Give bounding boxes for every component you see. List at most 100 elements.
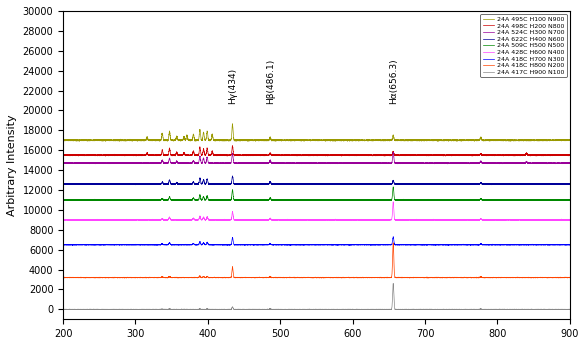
24A 509C H500 N500 <box>125 199 132 203</box>
24A 524C H300 N700 <box>444 162 451 166</box>
24A 417C H900 N100 <box>251 307 258 311</box>
24A 509C H500 N500 <box>566 198 573 202</box>
24A 418C H800 N200 <box>140 275 147 280</box>
24A 509C H500 N500 <box>60 198 67 202</box>
Line: 24A 622C H400 N600: 24A 622C H400 N600 <box>63 176 570 185</box>
Line: 24A 524C H300 N700: 24A 524C H300 N700 <box>63 152 570 164</box>
24A 498C H200 N800 <box>174 152 181 156</box>
24A 418C H700 N300 <box>60 243 67 247</box>
24A 524C H300 N700 <box>251 161 258 165</box>
24A 495C H100 N900 <box>60 138 67 142</box>
24A 418C H800 N200 <box>390 241 397 245</box>
Legend: 24A 495C H100 N900, 24A 498C H200 N800, 24A 524C H300 N700, 24A 622C H400 N600, : 24A 495C H100 N900, 24A 498C H200 N800, … <box>481 14 567 78</box>
24A 428C H600 N400 <box>390 200 397 204</box>
24A 495C H100 N900 <box>251 138 258 143</box>
24A 524C H300 N700 <box>390 150 397 154</box>
Line: 24A 498C H200 N800: 24A 498C H200 N800 <box>63 146 570 156</box>
24A 495C H100 N900 <box>517 138 524 142</box>
24A 622C H400 N600 <box>566 182 573 186</box>
24A 418C H800 N200 <box>251 275 258 280</box>
24A 495C H100 N900 <box>140 138 147 142</box>
24A 495C H100 N900 <box>566 138 573 143</box>
24A 428C H600 N400 <box>178 218 185 222</box>
24A 417C H900 N100 <box>517 307 524 311</box>
24A 622C H400 N600 <box>60 182 67 186</box>
24A 418C H700 N300 <box>517 243 524 247</box>
24A 428C H600 N400 <box>566 218 573 222</box>
24A 622C H400 N600 <box>251 182 258 186</box>
24A 498C H200 N800 <box>229 144 236 148</box>
24A 498C H200 N800 <box>60 153 67 157</box>
Line: 24A 509C H500 N500: 24A 509C H500 N500 <box>63 187 570 201</box>
24A 498C H200 N800 <box>140 153 147 157</box>
24A 622C H400 N600 <box>517 182 524 186</box>
24A 418C H700 N300 <box>175 243 182 247</box>
24A 509C H500 N500 <box>390 185 397 189</box>
24A 509C H500 N500 <box>251 198 258 202</box>
24A 428C H600 N400 <box>175 218 182 222</box>
24A 524C H300 N700 <box>566 161 573 165</box>
24A 524C H300 N700 <box>174 160 181 164</box>
24A 622C H400 N600 <box>229 174 236 178</box>
Line: 24A 418C H800 N200: 24A 418C H800 N200 <box>63 243 570 278</box>
24A 524C H300 N700 <box>178 161 185 165</box>
24A 498C H200 N800 <box>566 153 573 157</box>
24A 622C H400 N600 <box>132 183 139 187</box>
24A 428C H600 N400 <box>174 218 181 222</box>
Text: Hγ(434): Hγ(434) <box>228 68 237 104</box>
24A 417C H900 N100 <box>140 307 147 311</box>
24A 428C H600 N400 <box>555 219 562 223</box>
24A 498C H200 N800 <box>178 153 185 157</box>
24A 498C H200 N800 <box>517 154 524 158</box>
Y-axis label: Arbitrary Intensity: Arbitrary Intensity <box>7 114 17 216</box>
24A 417C H900 N100 <box>406 308 413 312</box>
Line: 24A 428C H600 N400: 24A 428C H600 N400 <box>63 202 570 221</box>
24A 418C H700 N300 <box>566 243 573 247</box>
24A 417C H900 N100 <box>178 308 185 312</box>
24A 418C H800 N200 <box>121 276 128 280</box>
24A 524C H300 N700 <box>140 161 147 165</box>
24A 498C H200 N800 <box>251 153 258 157</box>
24A 417C H900 N100 <box>566 307 573 311</box>
24A 418C H800 N200 <box>175 276 182 280</box>
Text: Hα(656.3): Hα(656.3) <box>389 59 398 104</box>
24A 428C H600 N400 <box>251 218 258 222</box>
24A 509C H500 N500 <box>517 198 524 202</box>
24A 509C H500 N500 <box>174 198 181 202</box>
24A 509C H500 N500 <box>175 198 182 202</box>
Line: 24A 495C H100 N900: 24A 495C H100 N900 <box>63 124 570 142</box>
24A 495C H100 N900 <box>175 138 182 142</box>
24A 418C H800 N200 <box>178 275 185 280</box>
24A 495C H100 N900 <box>174 137 181 141</box>
24A 428C H600 N400 <box>140 218 147 222</box>
24A 417C H900 N100 <box>390 281 397 285</box>
24A 418C H800 N200 <box>60 275 67 280</box>
24A 509C H500 N500 <box>178 198 185 202</box>
24A 418C H800 N200 <box>517 275 524 280</box>
24A 418C H700 N300 <box>174 243 181 247</box>
24A 498C H200 N800 <box>175 153 182 157</box>
24A 418C H700 N300 <box>270 243 277 247</box>
24A 418C H700 N300 <box>178 243 185 247</box>
24A 417C H900 N100 <box>175 307 182 311</box>
Line: 24A 418C H700 N300: 24A 418C H700 N300 <box>63 237 570 245</box>
24A 524C H300 N700 <box>175 161 182 165</box>
24A 495C H100 N900 <box>229 122 236 126</box>
Line: 24A 417C H900 N100: 24A 417C H900 N100 <box>63 283 570 310</box>
24A 495C H100 N900 <box>178 138 185 142</box>
24A 509C H500 N500 <box>140 198 147 202</box>
24A 622C H400 N600 <box>140 182 147 186</box>
24A 498C H200 N800 <box>102 154 109 158</box>
24A 524C H300 N700 <box>60 162 67 166</box>
24A 622C H400 N600 <box>175 182 182 186</box>
24A 524C H300 N700 <box>517 161 524 165</box>
24A 417C H900 N100 <box>174 307 181 311</box>
24A 622C H400 N600 <box>174 181 181 185</box>
24A 418C H700 N300 <box>251 243 258 247</box>
Text: Hβ(486.1): Hβ(486.1) <box>265 59 275 104</box>
24A 622C H400 N600 <box>178 182 185 186</box>
24A 418C H700 N300 <box>140 243 147 247</box>
24A 418C H800 N200 <box>174 275 181 280</box>
24A 428C H600 N400 <box>517 218 524 222</box>
24A 418C H800 N200 <box>566 276 573 280</box>
